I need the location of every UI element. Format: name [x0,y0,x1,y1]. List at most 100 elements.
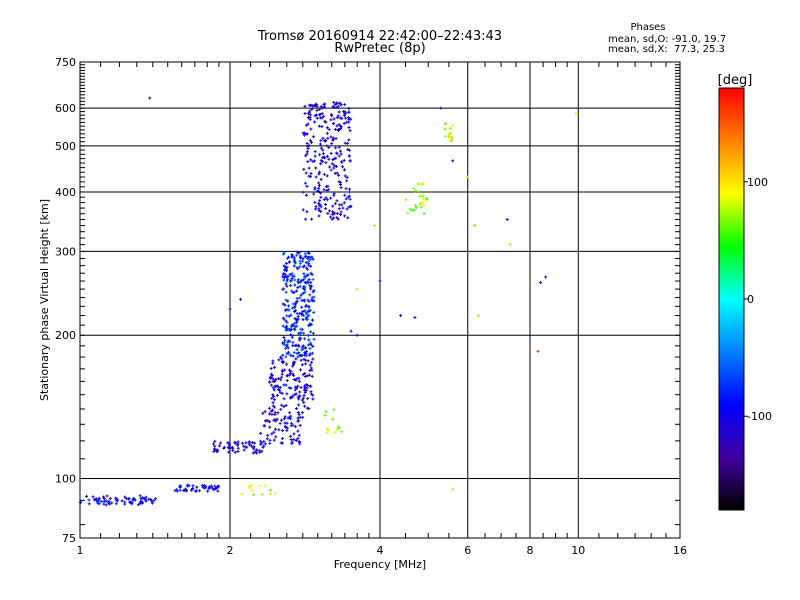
data-point [212,450,216,454]
data-point [263,410,267,414]
data-point [347,190,351,194]
data-point [291,344,295,348]
data-point [337,123,341,127]
data-point [311,393,315,397]
data-point [286,308,290,312]
data-point [301,309,305,313]
data-point [301,208,305,212]
x-tick-label: 4 [377,544,384,557]
data-point [536,349,540,353]
data-point [293,278,297,282]
data-point [335,211,339,215]
data-point [298,423,302,427]
data-point [216,489,220,493]
data-point [143,498,147,502]
data-point [273,398,277,402]
data-point [271,401,275,405]
data-point [308,284,312,288]
data-point [318,170,322,174]
data-point [332,166,336,170]
data-point [414,206,418,210]
data-point [466,175,470,179]
data-point [291,394,295,398]
data-point [421,182,425,186]
data-point [335,199,339,203]
data-point [416,189,420,193]
data-point [293,325,297,329]
data-point [301,415,305,419]
data-point [281,324,285,328]
data-point [414,203,418,207]
data-point [216,484,220,488]
data-point [136,503,140,507]
data-point [227,444,231,448]
data-point [336,114,340,118]
data-point [277,376,281,380]
data-point [339,125,343,129]
data-point [329,168,333,172]
data-point [289,369,293,373]
data-point [323,413,327,417]
data-point [292,290,296,294]
data-point [306,273,310,277]
data-point [295,311,299,315]
data-point [334,146,338,150]
data-point [297,351,301,355]
data-point [297,278,301,282]
data-points [78,96,578,507]
data-point [259,439,263,443]
data-point [346,195,350,199]
data-point [290,272,294,276]
data-point [284,282,288,286]
data-point [296,384,300,388]
data-point [348,129,352,133]
data-point [422,197,426,201]
data-point [227,450,231,454]
data-point [334,136,338,140]
data-point [303,372,307,376]
data-point [306,315,310,319]
data-point [297,433,301,437]
data-point [309,264,313,268]
data-point [281,428,285,432]
data-point [261,411,265,415]
data-point [290,276,294,280]
data-point [287,386,291,390]
data-point [281,369,285,373]
data-point [317,214,321,218]
data-point [313,186,317,190]
data-point [307,278,311,282]
data-point [268,488,272,492]
data-point [204,485,208,489]
data-point [289,328,293,332]
data-point [349,117,353,121]
data-point [329,151,333,155]
data-point [123,500,127,504]
data-point [283,424,287,428]
data-point [305,374,309,378]
data-point [291,354,295,358]
data-point [295,253,299,257]
data-point [300,345,304,349]
data-point [289,438,293,442]
data-point [285,284,289,288]
data-point [329,135,333,139]
data-point [251,488,255,492]
data-point [322,198,326,202]
chart-title: Tromsø 20160914 22:42:00–22:43:43 [257,29,502,44]
data-point [281,252,285,256]
data-point [285,343,289,347]
y-tick-label: 750 [55,56,76,69]
data-point [298,390,302,394]
data-point [300,363,304,367]
data-point [283,338,287,342]
data-point [292,310,296,314]
data-point [339,103,343,107]
data-point [270,432,274,436]
data-point [304,389,308,393]
data-point [301,347,305,351]
data-point [292,438,296,442]
data-point [338,116,342,120]
data-point [293,256,297,260]
data-point [281,341,285,345]
